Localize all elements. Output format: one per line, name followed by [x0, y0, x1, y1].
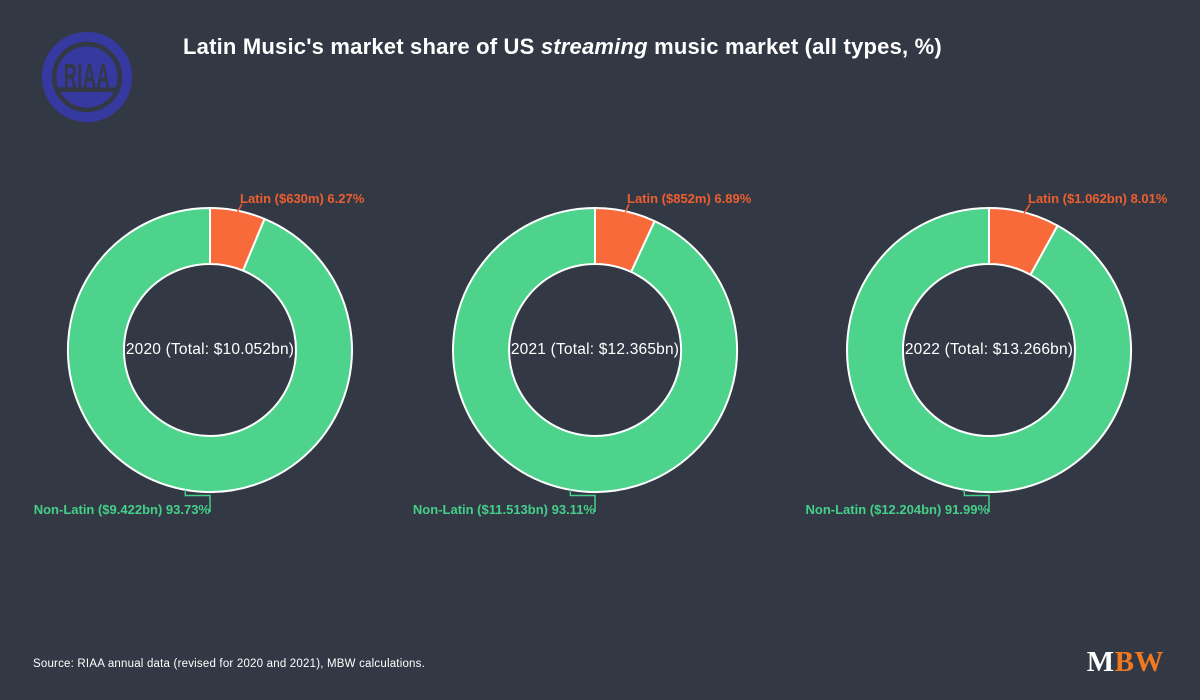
- donut-2020-non-latin-label: Non-Latin ($9.422bn) 93.73%: [33, 502, 210, 517]
- mbw-logo-bw: BW: [1114, 646, 1164, 678]
- donut-chart-2020: [66, 203, 353, 512]
- donut-chart-2022: [846, 203, 1132, 512]
- chart-title-prefix: Latin Music's market share of US: [183, 34, 541, 59]
- riaa-logo: RIAA: [41, 31, 133, 123]
- mbw-logo-m: M: [1086, 646, 1115, 678]
- donut-2020-latin-label: Latin ($630m) 6.27%: [240, 191, 365, 206]
- source-note: Source: RIAA annual data (revised for 20…: [33, 658, 425, 670]
- donut-2022-center-label: 2022 (Total: $13.266bn): [904, 341, 1074, 358]
- donut-chart-2021: [452, 203, 738, 512]
- donut-2022-latin-label: Latin ($1.062bn) 8.01%: [1028, 191, 1168, 206]
- donut-2020: 2020 (Total: $10.052bn) Latin ($630m) 6.…: [20, 165, 400, 535]
- donut-2022: 2022 (Total: $13.266bn) Latin ($1.062bn)…: [799, 165, 1179, 535]
- donut-2021: 2021 (Total: $12.365bn) Latin ($852m) 6.…: [405, 165, 785, 535]
- donut-2021-center-label: 2021 (Total: $12.365bn): [510, 341, 680, 358]
- donut-2020-center-label: 2020 (Total: $10.052bn): [125, 341, 295, 358]
- chart-title-suffix: music market (all types, %): [647, 34, 942, 59]
- riaa-logo-underline: [55, 87, 119, 93]
- riaa-logo-ring: [51, 41, 123, 113]
- donut-2021-non-latin-label: Non-Latin ($11.513bn) 93.11%: [412, 502, 595, 517]
- mbw-logo: MBW: [1087, 648, 1164, 677]
- donut-2021-latin-label: Latin ($852m) 6.89%: [627, 191, 752, 206]
- donut-2022-non-latin-label: Non-Latin ($12.204bn) 91.99%: [805, 502, 990, 517]
- chart-title: Latin Music's market share of US streami…: [183, 34, 942, 60]
- chart-title-italic-word: streaming: [540, 34, 648, 59]
